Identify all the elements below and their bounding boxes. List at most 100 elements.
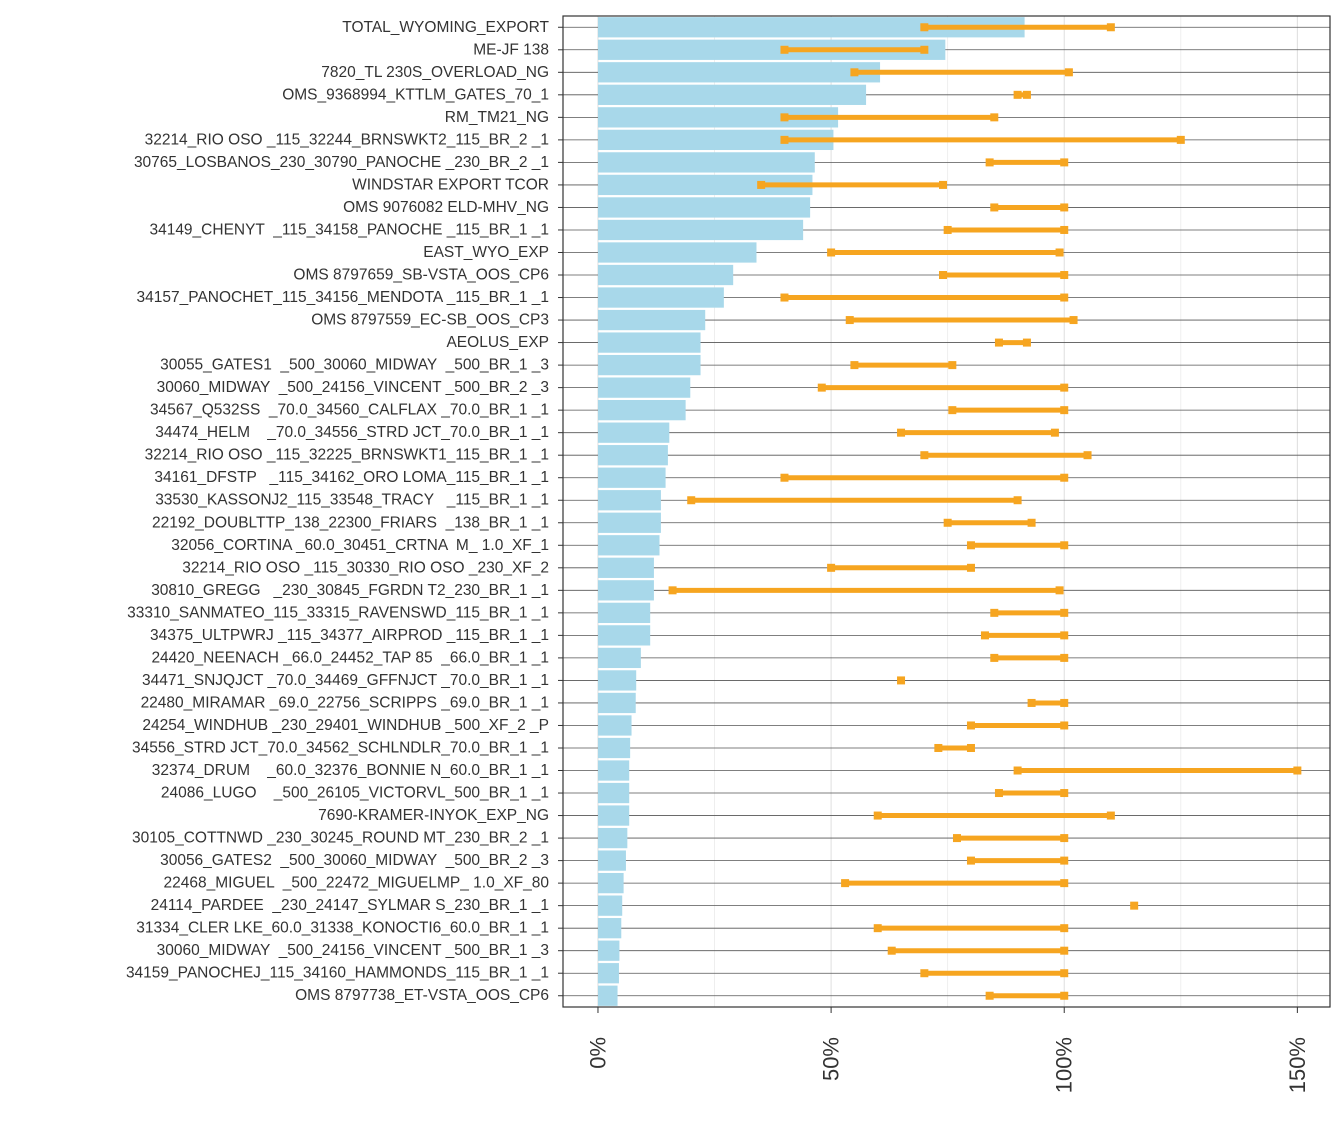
category-label: OMS 9076082 ELD-MHV_NG [343, 199, 549, 216]
category-label: 22480_MIRAMAR _69.0_22756_SCRIPPS _69.0_… [141, 694, 549, 711]
range-low-point [845, 316, 854, 325]
category-label: 34157_PANOCHET_115_34156_MENDOTA _115_BR… [137, 289, 549, 306]
bar [597, 692, 636, 714]
range-low-point [939, 271, 948, 280]
range-low-point [850, 68, 859, 77]
range-high-point [1022, 90, 1031, 99]
bar [597, 602, 651, 623]
range-low-point [873, 924, 882, 933]
range-low-point [920, 451, 929, 460]
category-label: 30056_GATES2 _500_30060_MIDWAY _500_BR_2… [160, 852, 549, 869]
bar [597, 445, 668, 466]
category-label: 32214_RIO OSO _115_32225_BRNSWKT1_115_BR… [145, 447, 549, 464]
bar [597, 715, 632, 736]
category-label: AEOLUS_EXP [446, 334, 549, 351]
category-label: 33530_KASSONJ2_115_33548_TRACY _115_BR_1… [155, 492, 549, 509]
category-label: 31334_CLER LKE_60.0_31338_KONOCTI6_60.0_… [136, 920, 549, 937]
category-label: TOTAL_WYOMING_EXPORT [342, 19, 549, 36]
range-low-point [966, 541, 975, 550]
bar [597, 152, 815, 173]
range-low-point [920, 23, 929, 32]
bar [597, 197, 811, 218]
category-label: 32214_RIO OSO _115_30330_RIO OSO _230_XF… [182, 559, 549, 576]
range-high-point [1055, 248, 1064, 257]
bar [597, 580, 654, 601]
bar [597, 107, 839, 128]
category-label: 7820_TL 230S_OVERLOAD_NG [321, 64, 549, 81]
range-high-point [966, 743, 975, 752]
bar [597, 84, 867, 105]
range-high-point [1293, 766, 1302, 775]
range-low-point [780, 293, 789, 302]
range-low-point [827, 563, 836, 572]
bar [597, 129, 834, 151]
bar [597, 850, 626, 871]
range-low-point [985, 991, 994, 1000]
range-high-point [1060, 969, 1069, 978]
bar [597, 422, 670, 443]
category-label: 32214_RIO OSO _115_32244_BRNSWKT2_115_BR… [145, 131, 549, 148]
range-low-point [841, 879, 850, 888]
range-high-point [1060, 946, 1069, 955]
category-label: 30055_GATES1 _500_30060_MIDWAY _500_BR_1… [160, 357, 549, 374]
bar [597, 805, 630, 826]
range-low-point [952, 834, 961, 843]
range-high-point [1060, 406, 1069, 415]
range-low-point [817, 383, 826, 392]
range-low-point [887, 946, 896, 955]
bars [597, 17, 1025, 1006]
range-high-point [1060, 856, 1069, 865]
category-label: OMS 8797738_ET-VSTA_OOS_CP6 [295, 987, 549, 1004]
category-label: 22468_MIGUEL _500_22472_MIGUELMP_ 1.0_XF… [164, 875, 550, 892]
range-low-point [850, 361, 859, 370]
range-high-point [1060, 293, 1069, 302]
range-low-point [934, 743, 943, 752]
range-high-point [1106, 811, 1115, 820]
category-label: EAST_WYO_EXP [423, 244, 549, 261]
bar [597, 895, 623, 916]
bar [597, 490, 661, 511]
bar [597, 827, 628, 849]
category-label: 24254_WINDHUB _230_29401_WINDHUB _500_XF… [142, 717, 549, 734]
bar [597, 535, 660, 556]
panel-border [562, 15, 1331, 1008]
range-high-point [966, 563, 975, 572]
range-low-point [943, 225, 952, 234]
range-high-point [1060, 834, 1069, 843]
category-label: 24114_PARDEE _230_24147_SYLMAR S_230_BR_… [151, 897, 549, 914]
range-high-point [1060, 879, 1069, 888]
bar [597, 467, 666, 488]
bar [597, 963, 619, 984]
range-low-point [990, 653, 999, 662]
range-low-point [687, 496, 696, 505]
bar [597, 264, 734, 286]
range-high-point [1060, 203, 1069, 212]
range-high-point [1060, 608, 1069, 617]
range-low-point [780, 135, 789, 144]
category-label: 24420_NEENACH _66.0_24452_TAP 85 _66.0_B… [151, 649, 549, 666]
range-high-point [1064, 68, 1073, 77]
bar [597, 512, 661, 533]
y-axis: TOTAL_WYOMING_EXPORT ME-JF 138 7820_TL 230… [126, 19, 563, 1004]
range-high-point [1027, 518, 1036, 527]
range-high-point [1060, 924, 1069, 933]
range-high-point [1083, 451, 1092, 460]
bar [597, 737, 631, 759]
category-label: ME-JF 138 [473, 41, 549, 58]
category-label: 34556_STRD JCT_70.0_34562_SCHLNDLR_70.0_… [132, 739, 549, 756]
ranges [668, 23, 1302, 1000]
category-label: 7690-KRAMER-INYOK_EXP_NG [318, 807, 549, 824]
range-high-point [939, 180, 948, 189]
range-high-point [948, 361, 957, 370]
category-label: 32056_CORTINA _60.0_30451_CRTNA M_ 1.0_X… [171, 537, 549, 554]
range-low-point [780, 473, 789, 482]
category-label: 30810_GREGG _230_30845_FGRDN T2_230_BR_1… [151, 582, 549, 599]
category-label: WINDSTAR EXPORT TCOR [352, 176, 549, 193]
x-tick-label: 100% [1052, 1037, 1077, 1093]
bar [597, 377, 691, 398]
range-high-point [1060, 158, 1069, 167]
range-high-point [1060, 653, 1069, 662]
x-tick-label: 50% [819, 1037, 844, 1081]
category-label: OMS_9368994_KTTLM_GATES_70_1 [282, 86, 549, 103]
